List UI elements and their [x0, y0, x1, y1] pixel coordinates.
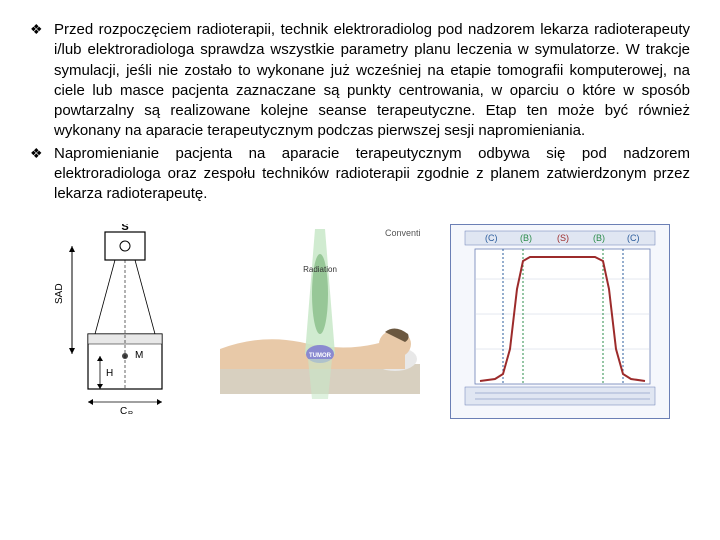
label-radiation: Radiation — [303, 265, 337, 274]
label-h: H — [106, 368, 113, 379]
sad-geometry-diagram: S SAD M H C R — [50, 224, 190, 419]
label-c1: (C) — [485, 233, 498, 243]
label-b1: (B) — [520, 233, 532, 243]
dose-profile-chart: (C) (B) (S) (B) (C) — [450, 224, 670, 419]
label-s: S — [121, 224, 128, 233]
bullet-list: Przed rozpoczęciem radioterapii, technik… — [30, 20, 690, 204]
images-row: S SAD M H C R — [30, 224, 690, 419]
label-conventional: Conventional — [385, 228, 420, 238]
label-sad: SAD — [54, 284, 65, 305]
label-m: M — [135, 350, 143, 361]
bullet-item-1: Przed rozpoczęciem radioterapii, technik… — [30, 20, 690, 142]
label-b2: (B) — [593, 233, 605, 243]
bullet-item-2: Napromienianie pacjenta na aparacie tera… — [30, 144, 690, 205]
label-cr-sub: R — [128, 411, 133, 414]
label-tumor: TUMOR — [309, 353, 332, 359]
label-c2: (C) — [627, 233, 640, 243]
label-s: (S) — [557, 233, 569, 243]
label-cr: C — [120, 406, 127, 414]
patient-beam-diagram: Conventional Radiation TUMOR — [220, 224, 420, 409]
